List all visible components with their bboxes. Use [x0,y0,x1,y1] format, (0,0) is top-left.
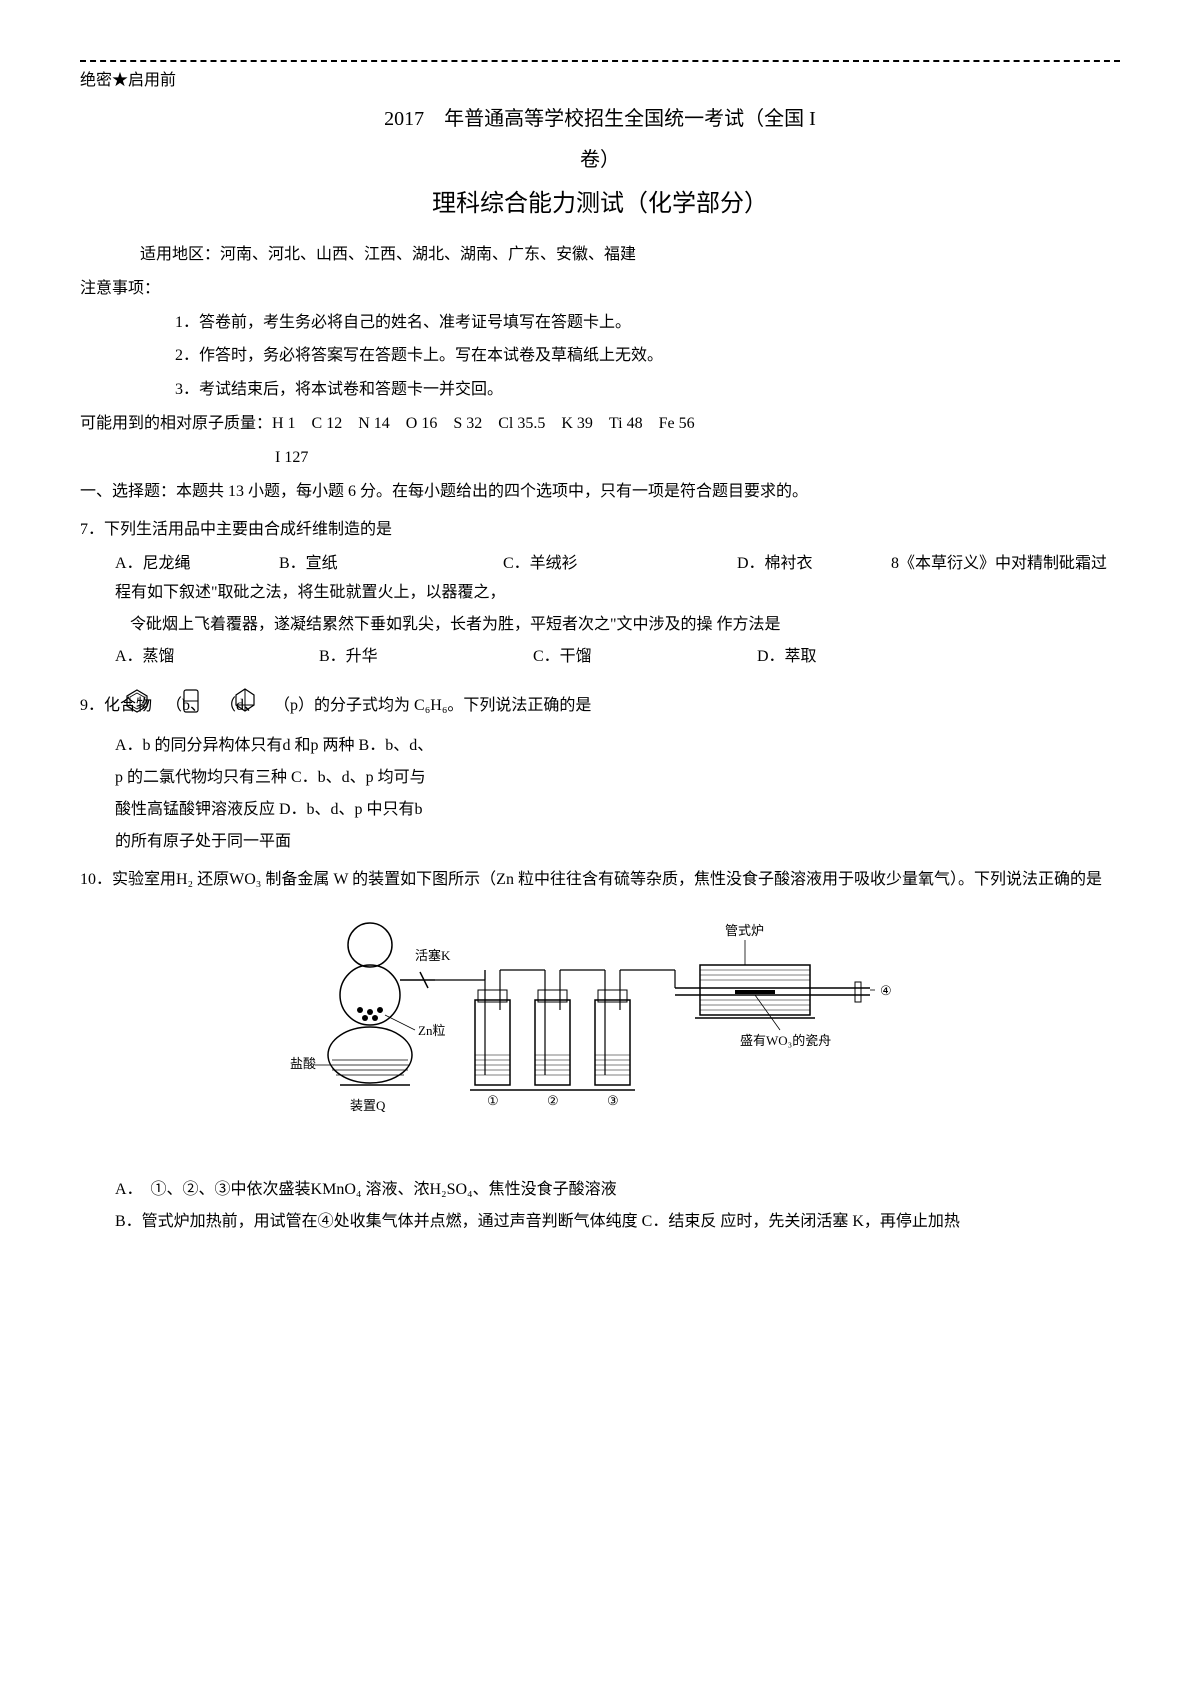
q10-apparatus-diagram: 活塞K Zn粒 盐酸 装置Q ① [80,910,1120,1161]
bottle-2: ② [535,970,570,1108]
q9-opt-c: 酸性高锰酸钾溶液反应 D．b、d、p 中只有b [80,796,1120,825]
q9-opt-d: 的所有原子处于同一平面 [80,828,1120,857]
furnace-label: 管式炉 [725,923,764,938]
title-line-1: 2017 年普通高等学校招生全国统一考试（全国 I [80,101,1120,137]
zn-label: Zn粒 [418,1023,445,1038]
q8-options: A．蒸馏 B．升华 C．干馏 D．萃取 [80,643,1120,672]
notice-3: 3．考试结束后，将本试卷和答题卡一并交回。 [80,376,1120,405]
q9-post: （p）的分子式均为 C₆H₆。下列说法正确的是 [274,697,591,714]
q8-stem-part2: 令砒烟上飞着覆器，遂凝结累然下垂如乳尖，长者为胜，平短者次之"文中涉及的操 作方… [80,611,1120,640]
q8-opt-d: D．萃取 [757,643,907,672]
device-q-label: 装置Q [350,1098,386,1113]
title-main: 理科综合能力测试（化学部分） [80,183,1120,226]
section-1-heading: 一、选择题：本题共 13 小题，每小题 6 分。在每小题给出的四个选项中，只有一… [80,478,1120,507]
atomic-mass-1: 可能用到的相对原子质量：H 1 C 12 N 14 O 16 S 32 Cl 3… [80,410,1120,439]
q7-options: A．尼龙绳 B．宣纸 C．羊绒衫 D．棉衬衣 8《本草衍义》中对精制砒霜过程有如… [80,550,1120,608]
regions-line: 适用地区：河南、河北、山西、江西、湖北、湖南、广东、安徽、福建 [80,241,1120,270]
q8-opt-c: C．干馏 [533,643,753,672]
atomic-mass-2: I 127 [80,444,1120,473]
q8-opt-a: A．蒸馏 [115,643,315,672]
outlet-4-label: ④ [880,983,892,998]
q7-opt-d: D．棉衬衣 [737,550,887,579]
title-line-2: 卷） [80,142,1120,178]
svg-text:③: ③ [607,1093,619,1108]
q8-opt-b: B．升华 [319,643,529,672]
svg-text:②: ② [547,1093,559,1108]
bottle-1: ① [475,970,510,1108]
notice-2: 2．作答时，务必将答案写在答题卡上。写在本试卷及草稿纸上无效。 [80,342,1120,371]
q9-opt-b: p 的二氯代物均只有三种 C．b、d、p 均可与 [80,764,1120,793]
secret-label: 绝密★启用前 [80,67,1120,96]
q10-stem: 10．实验室用H₂ 还原WO₃ 制备金属 W 的装置如下图所示（Zn 粒中往往含… [80,866,1120,895]
valve-label: 活塞K [415,948,451,963]
q7-opt-a: A．尼龙绳 [115,550,275,579]
bottle-3: ③ [595,970,630,1108]
top-dashed-line [80,60,1120,62]
q7-opt-b: B．宣纸 [279,550,499,579]
q10-opt-bc: B．管式炉加热前，用试管在④处收集气体并点燃，通过声音判断气体纯度 C．结束反 … [80,1208,1120,1237]
q9-opt-a: A．b 的同分异构体只有d 和p 两种 B．b、d、 [80,732,1120,761]
notice-1: 1．答卷前，考生务必将自己的姓名、准考证号填写在答题卡上。 [80,309,1120,338]
notice-heading: 注意事项： [80,275,1120,304]
q10-opt-a: A． ①、②、③中依次盛装KMnO₄ 溶液、浓H₂SO₄、焦性没食子酸溶液 [80,1176,1120,1205]
boat-label: 盛有WO₃的瓷舟 [740,1033,831,1048]
svg-text:①: ① [487,1093,499,1108]
q7-stem: 7．下列生活用品中主要由合成纤维制造的是 [80,516,1120,545]
q9-stem: 9．化合物 （b、 （d、 （p）的分子式均为 C₆H₆。下列说法正确的是 [80,686,1120,727]
hcl-label: 盐酸 [290,1056,316,1071]
q7-opt-c: C．羊绒衫 [503,550,733,579]
